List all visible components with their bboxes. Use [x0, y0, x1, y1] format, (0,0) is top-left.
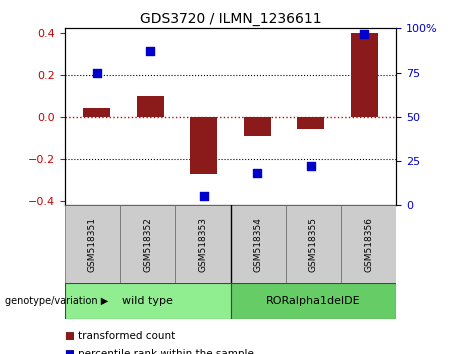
Text: GSM518351: GSM518351	[88, 217, 97, 272]
Text: ■: ■	[65, 331, 74, 341]
Bar	[351, 33, 378, 117]
Bar	[83, 108, 110, 117]
Bar	[137, 96, 164, 117]
Text: RORalpha1delDE: RORalpha1delDE	[266, 296, 361, 306]
Bar	[341, 205, 396, 283]
Text: ■ percentile rank within the sample: ■ percentile rank within the sample	[65, 349, 254, 354]
Point	[200, 194, 207, 199]
Bar	[120, 205, 175, 283]
Text: GSM518356: GSM518356	[364, 217, 373, 272]
Title: GDS3720 / ILMN_1236611: GDS3720 / ILMN_1236611	[140, 12, 321, 26]
Bar	[297, 117, 324, 130]
Bar	[190, 117, 217, 174]
Text: ■ transformed count: ■ transformed count	[65, 331, 175, 341]
Bar	[244, 117, 271, 136]
Point	[361, 31, 368, 36]
Bar	[230, 205, 286, 283]
Bar	[230, 283, 396, 319]
Text: GSM518353: GSM518353	[198, 217, 207, 272]
Text: GSM518354: GSM518354	[254, 217, 263, 272]
Point	[147, 48, 154, 54]
Bar	[286, 205, 341, 283]
Bar	[175, 205, 230, 283]
Point	[307, 164, 314, 169]
Bar	[65, 205, 120, 283]
Text: GSM518352: GSM518352	[143, 217, 152, 272]
Text: wild type: wild type	[122, 296, 173, 306]
Text: genotype/variation ▶: genotype/variation ▶	[5, 296, 108, 306]
Point	[93, 70, 100, 75]
Text: GSM518355: GSM518355	[309, 217, 318, 272]
Bar	[65, 283, 230, 319]
Text: ■: ■	[65, 349, 74, 354]
Point	[254, 171, 261, 176]
